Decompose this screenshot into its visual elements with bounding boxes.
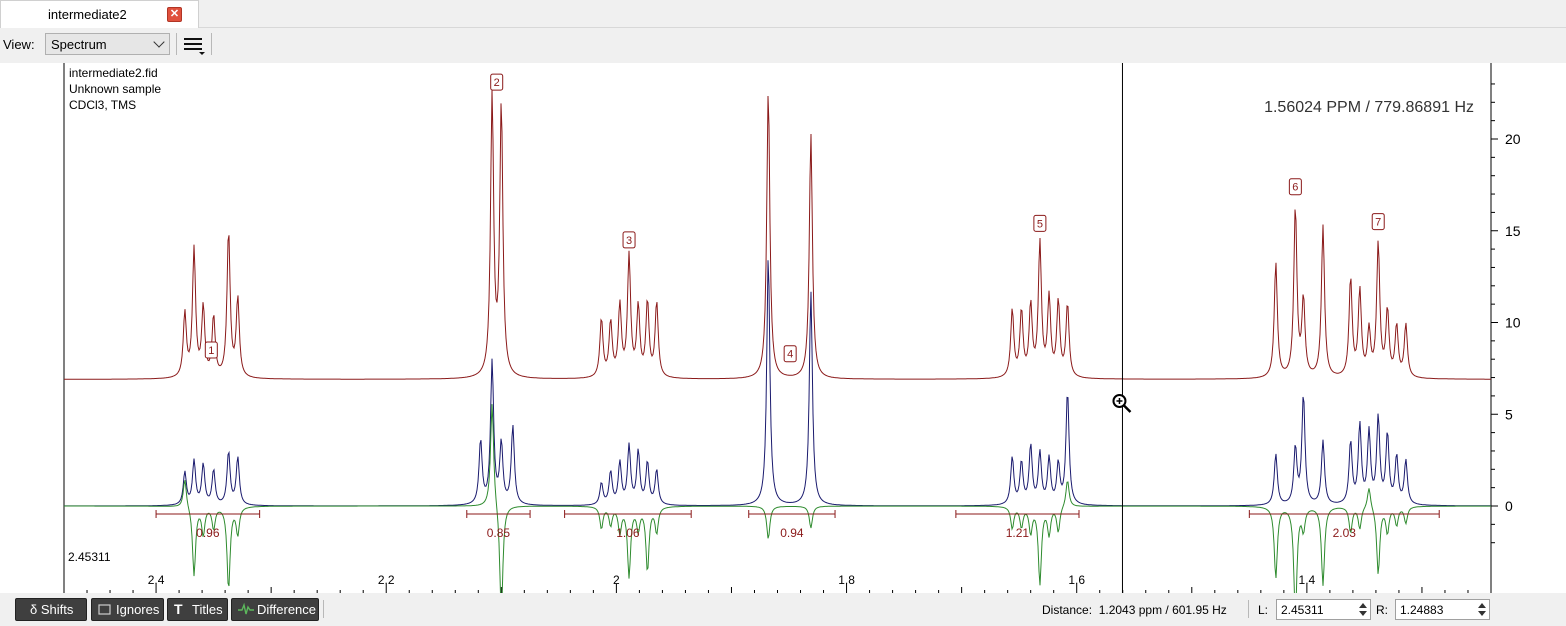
multiplet-label-box bbox=[622, 231, 636, 249]
calculated-spectrum-trace bbox=[64, 89, 1491, 380]
toolbar-divider bbox=[176, 33, 177, 55]
difference-button-label: Difference bbox=[257, 602, 317, 617]
difference-button[interactable]: Difference bbox=[231, 598, 319, 621]
info-filename: intermediate2.fid bbox=[69, 66, 158, 80]
y-tick-label: 0 bbox=[1505, 498, 1513, 514]
x-tick-label: 2.4 bbox=[148, 573, 165, 587]
x-tick-label: 1.6 bbox=[1068, 573, 1085, 587]
view-toolbar: View: Spectrum bbox=[0, 29, 1566, 61]
multiplet-label: 3 bbox=[626, 235, 632, 247]
x-tick-label: 2 bbox=[613, 573, 620, 587]
spectrum-plot[interactable]: 2.4 2.2 2 1.8 1.6 1.4 20 15 10 5 0 1 2 3 4 5 6 7 0.96 0.85 1… bbox=[0, 63, 1566, 593]
toolbar-divider bbox=[1248, 600, 1249, 618]
left-limit-value: 2.45311 bbox=[68, 550, 111, 564]
integral-value: 1.06 bbox=[616, 526, 640, 540]
x-tick-label: 2.2 bbox=[378, 573, 395, 587]
info-solvent: CDCl3, TMS bbox=[69, 98, 137, 112]
titles-button-label: Titles bbox=[192, 602, 223, 617]
chevron-down-icon bbox=[153, 36, 165, 48]
integral-value: 0.85 bbox=[487, 526, 511, 540]
multiplet-label-box bbox=[490, 73, 504, 91]
integral-value: 0.96 bbox=[196, 526, 220, 540]
shifts-button[interactable]: δ Shifts bbox=[15, 598, 87, 621]
difference-wave-icon bbox=[238, 599, 254, 626]
toolbar-divider bbox=[323, 600, 324, 618]
left-spinbox-value: 2.45311 bbox=[1281, 603, 1324, 617]
left-spin-label: L: bbox=[1258, 603, 1269, 617]
cursor-readout: 1.56024 PPM / 779.86891 Hz bbox=[1264, 99, 1474, 116]
view-label: View: bbox=[3, 37, 35, 52]
y-tick-label: 5 bbox=[1505, 406, 1513, 422]
multiplet-label: 2 bbox=[494, 77, 500, 89]
spin-arrows-icon[interactable] bbox=[1476, 601, 1488, 618]
title-t-icon: T bbox=[174, 601, 183, 617]
multiplet-label: 1 bbox=[208, 345, 214, 357]
view-select-value: Spectrum bbox=[51, 37, 107, 52]
spin-arrows-icon[interactable] bbox=[1357, 601, 1369, 618]
bottom-toolbar: δ Shifts Ignores T Titles Difference Dis… bbox=[0, 594, 1566, 624]
x-tick-label: 1.8 bbox=[838, 573, 855, 587]
multiplet-label: 4 bbox=[787, 349, 793, 361]
hamburger-menu-icon[interactable] bbox=[183, 37, 205, 55]
multiplet-label-box bbox=[1371, 213, 1385, 231]
right-spinbox[interactable]: 1.24883 bbox=[1395, 599, 1490, 620]
x-tick-label: 1.4 bbox=[1299, 573, 1316, 587]
y-tick-label: 15 bbox=[1505, 223, 1521, 239]
ignores-button[interactable]: Ignores bbox=[91, 598, 164, 621]
multiplet-label-box bbox=[1033, 214, 1047, 232]
right-spinbox-value: 1.24883 bbox=[1400, 603, 1444, 617]
multiplet-label-box bbox=[204, 341, 218, 359]
tab-bar: intermediate2 ✕ bbox=[0, 0, 1566, 28]
toolbar-divider bbox=[211, 33, 212, 55]
distance-caption: Distance: bbox=[1042, 603, 1093, 617]
y-tick-label: 20 bbox=[1505, 131, 1521, 147]
integral-value: 0.94 bbox=[780, 526, 804, 540]
right-spin-label: R: bbox=[1376, 603, 1388, 617]
y-tick-label: 10 bbox=[1505, 315, 1521, 331]
distance-value: 1.2043 ppm / 601.95 Hz bbox=[1098, 603, 1227, 617]
ignores-button-label: Ignores bbox=[116, 602, 160, 617]
multiplet-label-box bbox=[1288, 178, 1302, 196]
distance-label: Distance: 1.2043 ppm / 601.95 Hz bbox=[1042, 603, 1227, 617]
integral-value: 2.03 bbox=[1333, 526, 1357, 540]
multiplet-label: 6 bbox=[1292, 182, 1298, 194]
spectrum-canvas[interactable]: 2.4 2.2 2 1.8 1.6 1.4 20 15 10 5 0 1 2 3 4 5 6 7 0.96 0.85 1… bbox=[0, 63, 1566, 593]
titles-button[interactable]: T Titles bbox=[167, 598, 228, 621]
checkbox-icon bbox=[98, 599, 112, 626]
tab-intermediate2[interactable]: intermediate2 ✕ bbox=[0, 0, 199, 28]
multiplet-label: 5 bbox=[1037, 218, 1043, 230]
zoom-cursor-icon bbox=[1112, 394, 1132, 413]
left-spinbox[interactable]: 2.45311 bbox=[1276, 599, 1371, 620]
close-icon[interactable]: ✕ bbox=[167, 7, 182, 22]
multiplet-label: 7 bbox=[1375, 217, 1381, 229]
multiplet-label-box bbox=[783, 345, 797, 363]
integral-value: 1.21 bbox=[1006, 526, 1030, 540]
view-select[interactable]: Spectrum bbox=[45, 33, 170, 55]
tab-label: intermediate2 bbox=[48, 7, 127, 22]
shifts-button-label: δ Shifts bbox=[30, 602, 74, 617]
difference-spectrum-trace bbox=[64, 404, 1491, 593]
info-sample: Unknown sample bbox=[69, 82, 162, 96]
